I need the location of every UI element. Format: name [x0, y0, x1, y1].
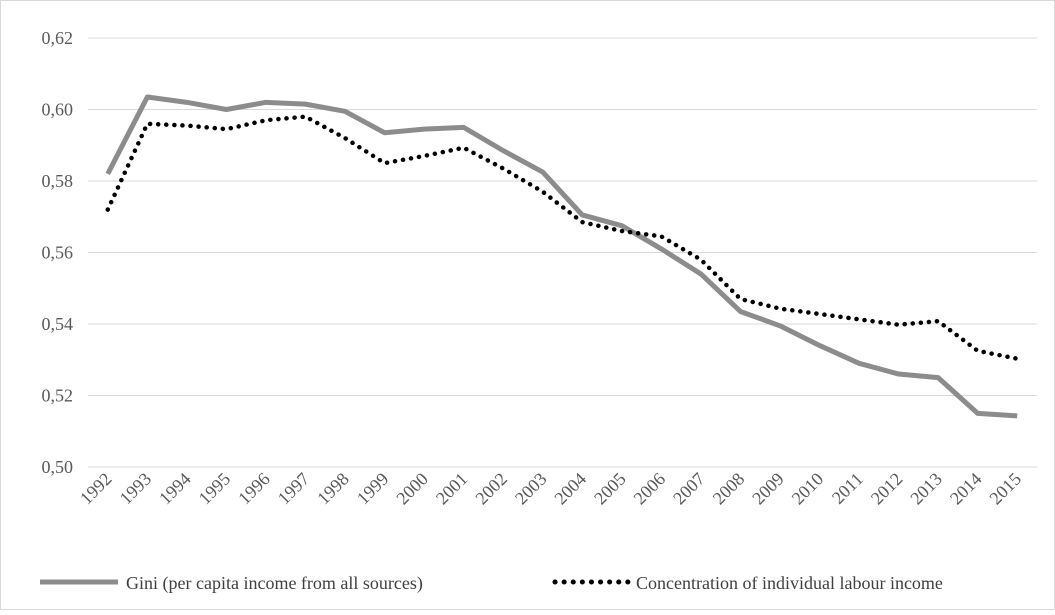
y-tick-label: 0,50 — [42, 457, 74, 477]
legend-label-concentration: Concentration of individual labour incom… — [636, 573, 943, 593]
y-tick-label: 0,58 — [42, 171, 74, 191]
y-tick-label: 0,56 — [42, 243, 74, 263]
y-tick-label: 0,52 — [42, 386, 74, 406]
legend-label-gini: Gini (per capita income from all sources… — [126, 573, 423, 594]
y-tick-label: 0,62 — [42, 28, 74, 48]
y-tick-label: 0,54 — [42, 314, 74, 334]
y-tick-label: 0,60 — [42, 100, 74, 120]
